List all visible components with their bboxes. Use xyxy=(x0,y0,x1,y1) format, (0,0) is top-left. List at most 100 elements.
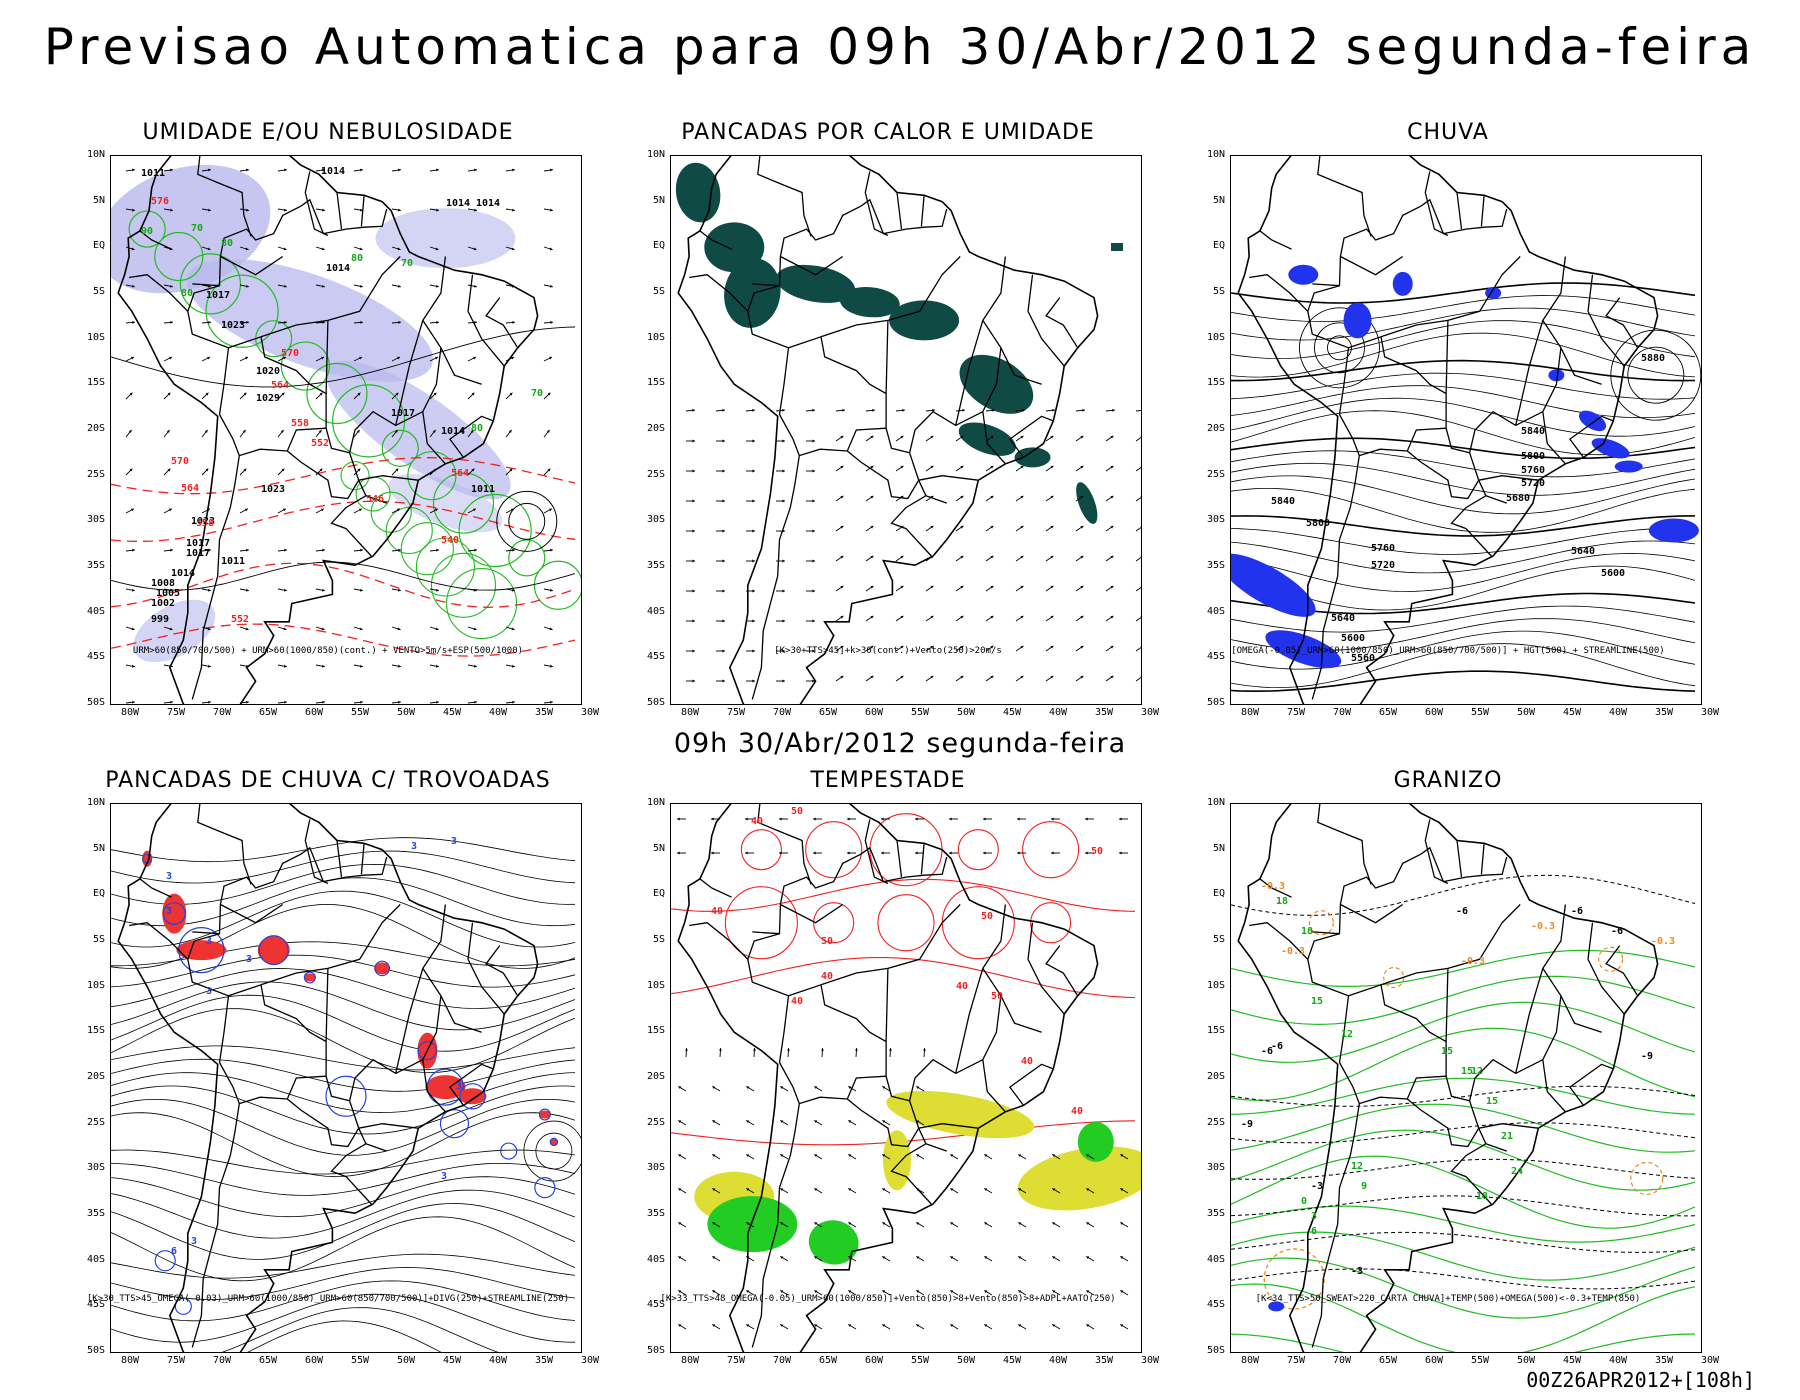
contour-label: 50 xyxy=(821,936,833,947)
lon-tick-label: 35W xyxy=(1094,1355,1114,1366)
contour-label: 1014 xyxy=(171,568,195,579)
panel-legend: URM>60(850/700/500) + URM>60(1000/850)(c… xyxy=(132,646,524,656)
contour-label: 1017 xyxy=(186,548,210,559)
lon-tick-label: 60W xyxy=(304,707,324,718)
contour-label: -0.3 xyxy=(1461,956,1485,967)
panel-heat-showers: PANCADAS POR CALOR E UMIDADE 10N 5N EQ 5S 10… xyxy=(623,120,1159,722)
contour-label: 5600 xyxy=(1341,633,1365,644)
contour-label: 80 xyxy=(221,238,233,249)
lat-tick-label: 15S xyxy=(1206,377,1225,389)
lon-tick-label: 50W xyxy=(956,1355,976,1366)
lon-tick-label: 65W xyxy=(258,1355,278,1366)
contour-label: 3 xyxy=(206,936,212,947)
lon-tick-label: 40W xyxy=(1608,1355,1628,1366)
lon-tick-label: 50W xyxy=(1516,707,1536,718)
contour-label: 552 xyxy=(231,614,249,625)
contour-label: 80 xyxy=(181,288,193,299)
contour-label: 3 xyxy=(441,1171,447,1182)
contour-label: 5680 xyxy=(1506,493,1530,504)
contour-label: 570 xyxy=(171,456,189,467)
contour-label: 5640 xyxy=(1571,546,1595,557)
contour-label: 1005 xyxy=(156,588,180,599)
contour-label: 5840 xyxy=(1521,426,1545,437)
lon-tick-label: 80W xyxy=(680,707,700,718)
lon-tick-label: 30W xyxy=(1140,1355,1160,1366)
lon-tick-label: 65W xyxy=(1378,1355,1398,1366)
contour-label: 3 xyxy=(1311,1211,1317,1222)
contour-label: 5720 xyxy=(1521,478,1545,489)
lon-tick-label: 75W xyxy=(1286,707,1306,718)
map-canvas xyxy=(675,156,1141,704)
contour-label: 1017 xyxy=(186,538,210,549)
panel-title: PANCADAS POR CALOR E UMIDADE xyxy=(681,120,1095,145)
contour-label: -0.3 xyxy=(1281,946,1305,957)
lon-tick-label: 60W xyxy=(1424,707,1444,718)
contour-label: 1014 xyxy=(476,198,500,209)
lat-tick-label: 40S xyxy=(646,605,665,617)
lon-tick-label: 45W xyxy=(1002,1355,1022,1366)
lat-tick-label: 35S xyxy=(646,1208,665,1219)
contour-label: 3 xyxy=(206,986,212,997)
contour-label: 0 xyxy=(1301,1196,1307,1207)
lon-tick-label: 30W xyxy=(580,707,600,718)
contour-label: 50 xyxy=(991,991,1003,1002)
contour-label: 999 xyxy=(151,614,169,625)
lat-tick-label: 50S xyxy=(1206,1345,1225,1356)
lon-tick-label: 80W xyxy=(120,1355,140,1366)
lon-tick-label: 55W xyxy=(350,1355,370,1366)
lon-tick-label: 40W xyxy=(1048,707,1068,718)
contour-label: 24 xyxy=(1511,1166,1523,1177)
lon-tick-label: 75W xyxy=(1286,1355,1306,1366)
contour-label: 1011 xyxy=(471,484,495,495)
contour-label: 3 xyxy=(456,1081,462,1092)
panel-title: CHUVA xyxy=(1407,120,1489,145)
contour-label: 9 xyxy=(1361,1181,1367,1192)
lat-tick-label: 25S xyxy=(86,1116,105,1128)
lon-tick-label: 65W xyxy=(1378,707,1398,718)
contour-label: 1011 xyxy=(141,168,165,179)
lat-tick-label: EQ xyxy=(1212,240,1225,252)
contour-label: 1008 xyxy=(151,578,175,589)
contour-label: 3 xyxy=(246,954,252,965)
lat-tick-label: 5S xyxy=(92,934,105,945)
contour-label: 3 xyxy=(451,836,457,847)
contour-label: 70 xyxy=(191,223,203,234)
lon-tick-label: 55W xyxy=(1470,1355,1490,1366)
lon-tick-label: 80W xyxy=(1240,707,1260,718)
contour-label: 50 xyxy=(1091,846,1103,857)
contour-label: 576 xyxy=(151,196,169,207)
contour-label: -9 xyxy=(1241,1119,1253,1130)
lat-tick-label: 20S xyxy=(86,1071,105,1082)
lon-tick-label: 55W xyxy=(910,1355,930,1366)
panel-title: UMIDADE E/OU NEBULOSIDADE xyxy=(142,120,514,145)
contour-label: -6 xyxy=(1611,926,1623,937)
lon-tick-label: 80W xyxy=(680,1355,700,1366)
lat-tick-label: 30S xyxy=(1206,1162,1225,1174)
lat-tick-label: 30S xyxy=(646,514,665,526)
contour-label: 15 xyxy=(1461,1066,1473,1077)
contour-label: 18 xyxy=(1276,896,1288,907)
contour-label: 1020 xyxy=(256,366,280,377)
lat-tick-label: 40S xyxy=(646,1253,665,1265)
lon-tick-label: 70W xyxy=(772,707,792,718)
lon-tick-label: 65W xyxy=(258,707,278,718)
contour-label: 564 xyxy=(451,468,469,479)
lon-tick-label: 55W xyxy=(910,707,930,718)
lat-tick-label: EQ xyxy=(652,888,665,900)
panel-title: TEMPESTADE xyxy=(810,768,966,793)
contour-label: -6 xyxy=(1571,906,1583,917)
panel-legend: [OMEGA(-0.05)_URM>60(1000/850)_URM>60(85… xyxy=(1231,646,1665,656)
contour-label: 570 xyxy=(281,348,299,359)
lat-tick-label: 45S xyxy=(86,1299,105,1311)
lat-tick-label: 10S xyxy=(86,331,105,343)
lat-tick-label: 50S xyxy=(86,697,105,708)
contour-label: 15 xyxy=(1441,1046,1453,1057)
lon-tick-label: 35W xyxy=(1654,1355,1674,1366)
map-frame: 1011 1014 1014 1014 1014 1017 1023 1020 1029 1017… xyxy=(110,155,582,705)
contour-label: 1023 xyxy=(261,484,285,495)
lon-tick-label: 55W xyxy=(1470,707,1490,718)
lon-tick-label: 30W xyxy=(1700,707,1720,718)
contour-label: 5600 xyxy=(1601,568,1625,579)
lon-tick-label: 35W xyxy=(534,707,554,718)
contour-label: 3 xyxy=(166,871,172,882)
